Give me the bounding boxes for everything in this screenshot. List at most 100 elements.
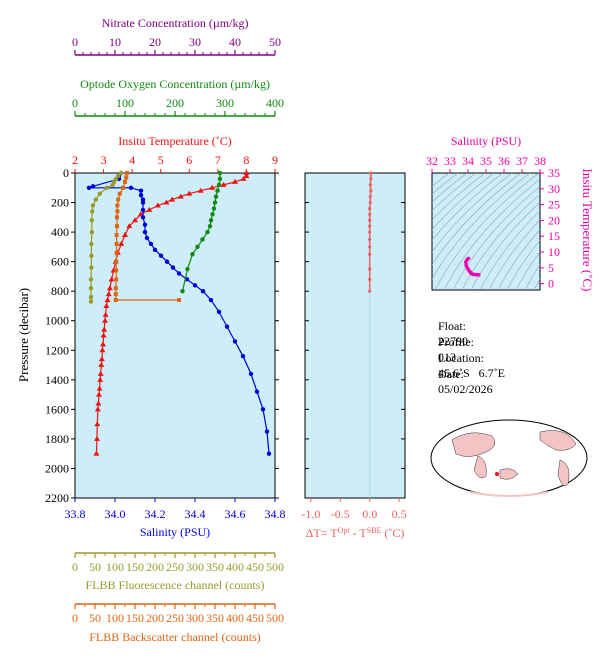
salinity-point bbox=[164, 259, 170, 264]
delta-t-point bbox=[368, 200, 372, 205]
temperature-point bbox=[137, 211, 144, 217]
temperature-point bbox=[105, 291, 112, 297]
oxygen-point bbox=[217, 176, 223, 182]
temperature-point bbox=[102, 317, 108, 323]
backscatter-point bbox=[114, 233, 119, 238]
temperature-point bbox=[98, 362, 105, 368]
oxygen-point bbox=[195, 244, 200, 250]
fluorescence-point bbox=[89, 241, 94, 247]
delta-t-label-xlabel: ΔT= T bbox=[306, 526, 339, 540]
temperature-point bbox=[146, 206, 153, 212]
fluorescence-point bbox=[97, 191, 103, 196]
temperature-point bbox=[108, 276, 115, 282]
temperature-point bbox=[132, 217, 138, 223]
backscatter-tick-label: 300 bbox=[186, 611, 204, 625]
delta-t-axis-label: ΔT= TOpt - TSBE (˚C) bbox=[306, 526, 405, 541]
temperature-point bbox=[94, 435, 100, 441]
backscatter-tick-label: 500 bbox=[266, 611, 284, 625]
oxygen-tick-label: 0 bbox=[72, 96, 78, 110]
backscatter-point bbox=[115, 209, 120, 214]
pressure-tick-label: 1200 bbox=[45, 343, 69, 357]
pressure-axis-label: Pressure (decibar) bbox=[16, 288, 31, 382]
isopycnal-line bbox=[434, 173, 540, 290]
oxygen-point bbox=[190, 252, 195, 257]
pressure-tick-label: 1000 bbox=[45, 314, 69, 328]
ts-salinity-tick-label: 35 bbox=[480, 154, 492, 168]
oxygen-point bbox=[212, 200, 218, 205]
isopycnal-line bbox=[432, 173, 522, 266]
float-value: 22790 bbox=[438, 334, 468, 348]
salinity-tick-label: 34.0 bbox=[105, 507, 126, 521]
backscatter-tick-label: 0 bbox=[72, 611, 78, 625]
oxygen-point bbox=[185, 266, 190, 272]
delta-t-point bbox=[368, 267, 372, 271]
isopycnal-line bbox=[515, 251, 540, 290]
isopycnal-line bbox=[432, 173, 504, 241]
salinity-point bbox=[208, 297, 214, 303]
salinity-point bbox=[264, 429, 270, 434]
temperature-point bbox=[103, 302, 110, 308]
profile-info: Profile: 013 bbox=[432, 320, 474, 365]
salinity-point bbox=[224, 324, 230, 329]
fluorescence-tick-label: 500 bbox=[266, 560, 284, 574]
isopycnal-line bbox=[432, 173, 531, 280]
temperature-point bbox=[197, 187, 204, 193]
temperature-point bbox=[126, 223, 133, 229]
pressure-tick-label: 2000 bbox=[45, 461, 69, 475]
oxygen-tick-label: 200 bbox=[166, 96, 184, 110]
fluorescence-point bbox=[110, 182, 115, 188]
temperature-point bbox=[94, 406, 101, 412]
temperature-point bbox=[99, 347, 106, 353]
temperature-point bbox=[104, 297, 111, 303]
fluorescence-point bbox=[104, 185, 110, 190]
date-label: Date: bbox=[438, 367, 464, 381]
delta-t-tick-label: 0.5 bbox=[392, 507, 407, 521]
top-axes-group: 0 10 20 30 40 50 Nitrate Concentration (µm/kg)… bbox=[72, 16, 284, 117]
backscatter-axis-label: FLBB Backscatter channel (counts) bbox=[89, 630, 261, 644]
map-float-marker bbox=[495, 472, 499, 476]
oxygen-point bbox=[200, 237, 205, 242]
ts-point bbox=[464, 260, 468, 264]
backscatter-point bbox=[116, 197, 121, 202]
ts-temp-axis-label: Insitu Temperature (˚C) bbox=[580, 168, 595, 291]
temperature-tick-label: 4 bbox=[129, 153, 135, 167]
salinity-point bbox=[248, 371, 254, 377]
temperature-point bbox=[100, 341, 106, 347]
ts-temp-tick-label: 10 bbox=[548, 245, 560, 259]
nitrate-tick-label: 50 bbox=[269, 35, 281, 49]
temperature-point bbox=[100, 332, 107, 338]
ts-point bbox=[477, 273, 481, 277]
delta-t-point bbox=[368, 206, 372, 211]
ts-salinity-axis-label: Salinity (PSU) bbox=[451, 134, 521, 148]
salinity-tick-label: 34.6 bbox=[225, 507, 246, 521]
temperature-tick-label: 3 bbox=[101, 153, 107, 167]
oxygen-tick-label: 300 bbox=[216, 96, 234, 110]
temperature-tick-label: 7 bbox=[215, 153, 221, 167]
temperature-tick-label: 5 bbox=[158, 153, 164, 167]
salinity-tick-label: 33.8 bbox=[65, 507, 86, 521]
delta-t-point bbox=[369, 177, 373, 181]
isopycnal-line bbox=[479, 210, 540, 290]
temperature-point bbox=[220, 181, 227, 187]
fluorescence-point bbox=[88, 299, 94, 304]
salinity-point bbox=[148, 241, 154, 247]
salinity-profile-line bbox=[88, 172, 270, 454]
ts-salinity-tick-label: 38 bbox=[534, 154, 546, 168]
temperature-point bbox=[186, 190, 193, 196]
pressure-tick-label: 600 bbox=[51, 255, 69, 269]
backscatter-point bbox=[115, 224, 119, 229]
delta-t-point bbox=[368, 237, 372, 242]
fluorescence-point bbox=[89, 265, 94, 270]
temperature-point bbox=[177, 193, 184, 199]
nitrate-tick-label: 40 bbox=[229, 35, 241, 49]
map-australia bbox=[499, 468, 519, 480]
pressure-tick-label: 0 bbox=[63, 166, 69, 180]
nitrate-tick-label: 0 bbox=[72, 35, 78, 49]
ts-temp-tick-label: 20 bbox=[548, 213, 560, 227]
salinity-point bbox=[140, 207, 146, 213]
pressure-tick-label: 1800 bbox=[45, 432, 69, 446]
temperature-point bbox=[102, 311, 109, 317]
